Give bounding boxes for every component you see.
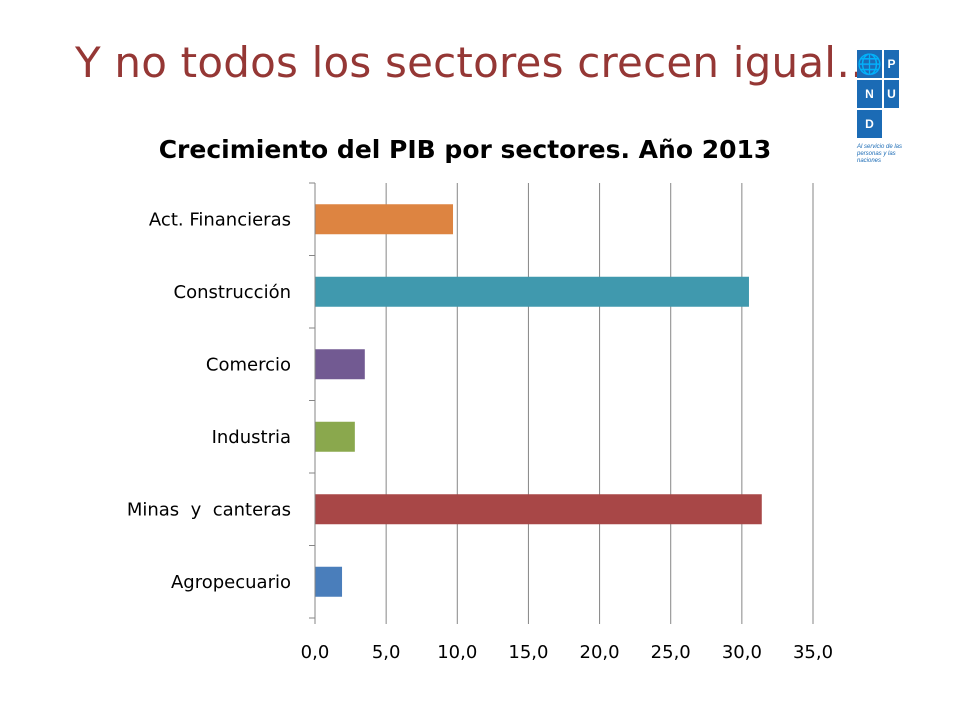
x-tick-label: 35,0 xyxy=(793,642,833,663)
bar xyxy=(315,566,343,597)
category-label: Act. Financieras xyxy=(149,209,291,230)
chart-title: Crecimiento del PIB por sectores. Año 20… xyxy=(159,135,772,164)
un-emblem-icon: 🌐 xyxy=(857,50,882,78)
bars xyxy=(315,204,762,597)
bar xyxy=(315,276,749,307)
x-tick-label: 15,0 xyxy=(508,642,548,663)
category-label: Comercio xyxy=(206,354,291,375)
gridlines xyxy=(314,183,814,624)
x-tick-label: 10,0 xyxy=(437,642,477,663)
x-tick-label: 5,0 xyxy=(372,642,401,663)
bar xyxy=(315,421,355,452)
category-labels: Agropecuario Minas y canteras Industria Com… xyxy=(127,209,291,593)
bar xyxy=(315,204,454,235)
undp-logo: 🌐 P N U D Al servicio de las personas y … xyxy=(857,50,913,165)
x-tick-label: 30,0 xyxy=(722,642,762,663)
logo-letter: U xyxy=(883,80,899,108)
category-label: Minas y canteras xyxy=(127,499,291,520)
bar xyxy=(315,494,762,525)
logo-letter: N xyxy=(857,80,882,108)
x-tick-label: 25,0 xyxy=(651,642,691,663)
x-tick-labels: 0,0 5,0 10,0 15,0 20,0 25,0 30,0 35,0 xyxy=(301,642,833,663)
y-axis xyxy=(309,182,316,619)
bar xyxy=(315,349,365,380)
x-tick-label: 20,0 xyxy=(580,642,620,663)
slide-title: Y no todos los sectores crecen igual… xyxy=(75,38,879,87)
x-tick-label: 0,0 xyxy=(301,642,330,663)
logo-letter: D xyxy=(857,110,882,138)
category-label: Construcción xyxy=(174,282,291,303)
category-label: Agropecuario xyxy=(171,572,291,593)
logo-tagline: Al servicio de las personas y las nacion… xyxy=(857,144,903,164)
logo-letter: P xyxy=(883,50,899,78)
category-label: Industria xyxy=(212,427,291,448)
